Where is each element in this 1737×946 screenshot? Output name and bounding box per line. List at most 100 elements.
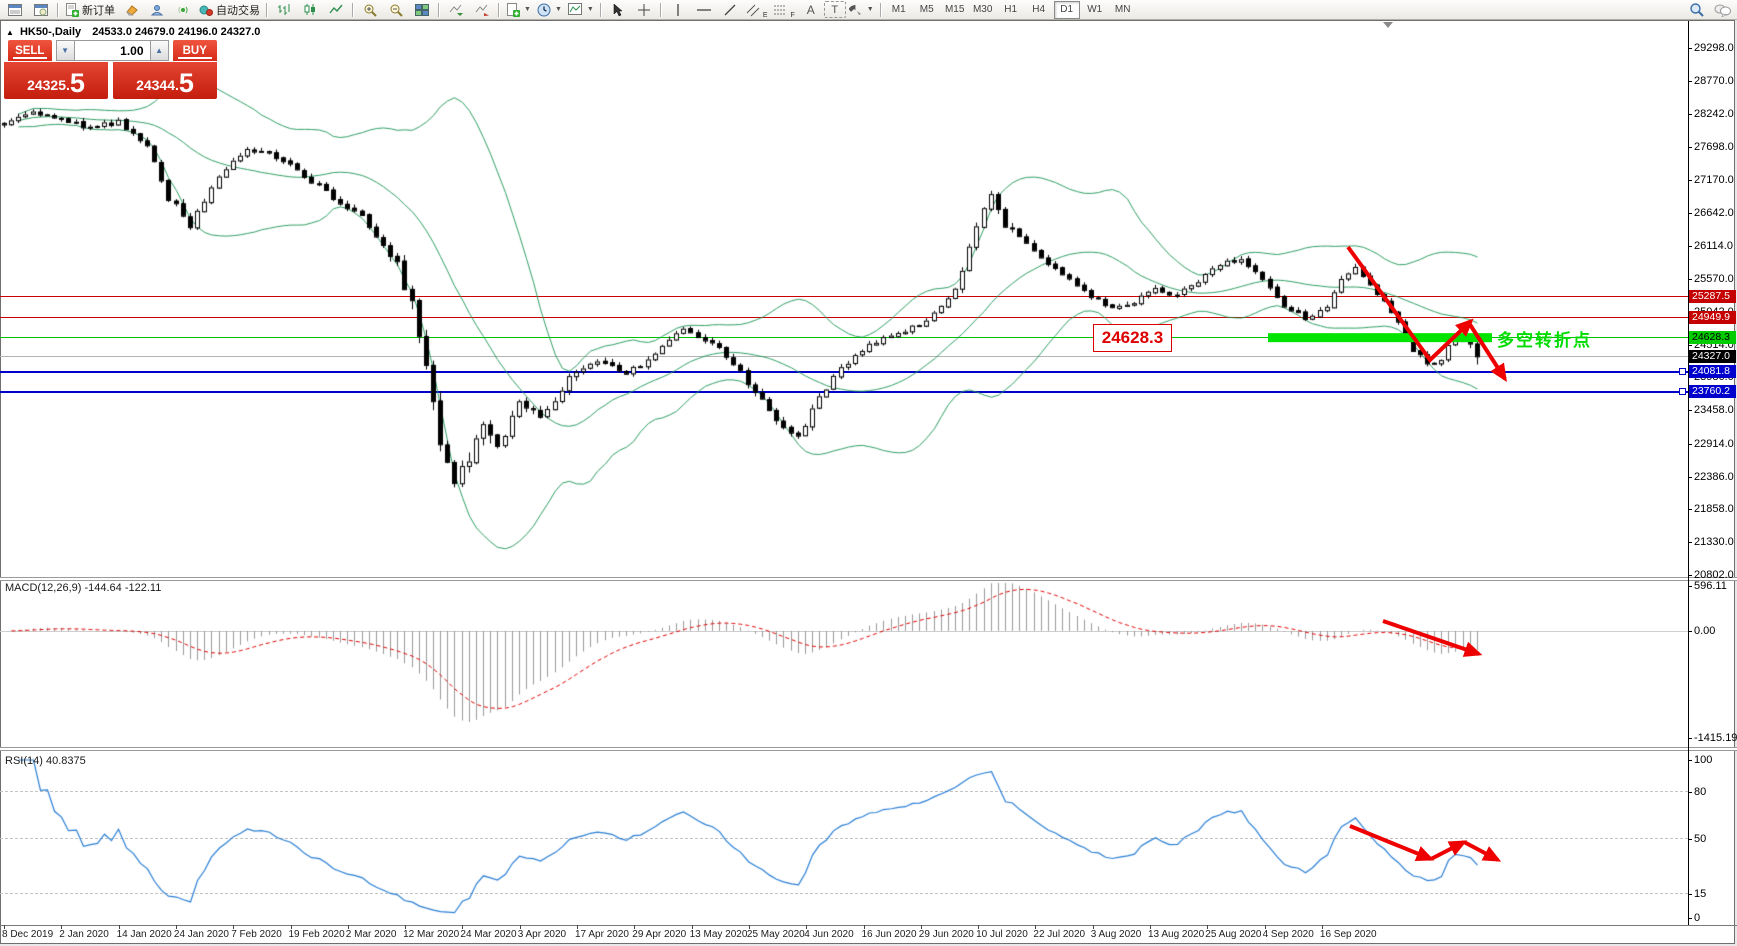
dropdown-caret-icon: ▼ [554, 6, 562, 13]
sell-price-panel[interactable]: 24325. 5 [4, 62, 108, 99]
date-label: 17 Apr 2020 [575, 929, 629, 940]
zoom-in-icon[interactable] [357, 0, 383, 20]
rsi-indicator-label: RSI(14) 40.8375 [5, 755, 86, 767]
chart-shift-marker[interactable] [1383, 22, 1393, 28]
timeframe-button-d1[interactable]: D1 [1053, 0, 1080, 19]
arrows-tool-icon[interactable]: ▼ [846, 0, 877, 20]
bar-chart-mode-icon[interactable] [271, 0, 297, 20]
chart-title-ohlc: 24533.0 24679.0 24196.0 24327.0 [92, 26, 261, 38]
volume-stepper: ▼ ▲ [55, 40, 169, 61]
price-tag-23760.2: 23760.2 [1689, 385, 1736, 398]
rsi-axis-tickmark [1688, 918, 1692, 919]
auto-scroll-icon[interactable] [443, 0, 469, 20]
periods-menu-button[interactable]: ▼ [534, 0, 565, 20]
price-callout-box[interactable]: 24628.3 [1093, 324, 1172, 352]
timeframe-button-m30[interactable]: M30 [972, 4, 993, 15]
cursor-tool-icon[interactable] [605, 0, 631, 20]
timeframe-button-h1[interactable]: H1 [1004, 4, 1018, 15]
eraser-icon[interactable] [118, 0, 144, 20]
charts-profile-icon[interactable] [2, 0, 28, 20]
trendline-tool-icon[interactable] [717, 0, 743, 20]
date-tickmark [290, 925, 292, 929]
date-label: 16 Sep 2020 [1319, 929, 1377, 940]
price-axis-tick: 25570.0 [1694, 273, 1734, 286]
macd-axis-tick: 596.11 [1694, 579, 1727, 592]
timeframe-button-w1[interactable]: W1 [1087, 4, 1103, 15]
panel-splitter-rsi[interactable] [0, 747, 1737, 751]
timeframe-group: M1 M5 M15 M30 H1 H4 D1 W1 MN [885, 0, 1137, 19]
chart-shift-icon[interactable] [469, 0, 495, 20]
candlestick-mode-icon[interactable] [297, 0, 323, 20]
timeframe-button-m15[interactable]: M15 [944, 4, 965, 15]
channel-tool-icon[interactable]: E [743, 0, 771, 20]
publisher-icon[interactable] [144, 0, 170, 20]
panel-splitter-macd[interactable] [0, 577, 1737, 581]
templates-menu-button[interactable]: ▼ [565, 0, 597, 20]
macd-axis-tickmark [1688, 585, 1692, 587]
rsi-axis-tickmark [1688, 839, 1692, 840]
date-tickmark [806, 925, 808, 929]
level-line-handle[interactable] [1679, 388, 1686, 395]
price-tag-25287.5: 25287.5 [1689, 290, 1736, 304]
date-tickmark [1264, 925, 1266, 929]
auto-trading-button[interactable]: 自动交易 [196, 0, 263, 20]
chat-icon[interactable] [1709, 0, 1735, 20]
volume-input[interactable] [74, 40, 150, 61]
sell-button[interactable]: SELL [8, 40, 52, 61]
volume-increase-button[interactable]: ▲ [149, 40, 169, 61]
price-axis-tickmark [1688, 410, 1692, 412]
zoom-out-icon[interactable] [383, 0, 409, 20]
rsi-axis-tick: 0 [1694, 912, 1701, 924]
fibonacci-tool-icon[interactable]: F [770, 0, 797, 20]
price-tag-24081.8: 24081.8 [1689, 365, 1736, 379]
timeframe-button-m1[interactable]: M1 [891, 4, 906, 15]
tile-windows-icon[interactable] [409, 0, 435, 20]
date-label: 3 Apr 2020 [517, 929, 567, 940]
vertical-line-tool-icon[interactable] [665, 0, 691, 20]
buy-button[interactable]: BUY [172, 40, 217, 61]
date-tickmark [405, 925, 407, 929]
price-axis-tick: 28770.0 [1694, 74, 1734, 87]
crosshair-tool-icon[interactable] [631, 0, 657, 20]
toolbar-separator [599, 2, 602, 17]
indicators-menu-button[interactable]: ▼ [503, 0, 534, 20]
new-order-button[interactable]: 新订单 [62, 0, 118, 20]
toolbar-separator [498, 2, 500, 17]
text-label-tool-icon[interactable]: T [823, 1, 846, 18]
rsi-axis-tick: 80 [1694, 785, 1707, 798]
text-tool-icon[interactable]: A [806, 2, 815, 17]
timeframe-button-h4[interactable]: H4 [1032, 4, 1046, 15]
date-label: 13 Aug 2020 [1148, 929, 1205, 940]
price-axis-tickmark [1688, 80, 1692, 82]
macd-indicator-label: MACD(12,26,9) -144.64 -122.11 [5, 582, 162, 594]
search-icon[interactable] [1683, 0, 1709, 20]
price-axis-tick: 22914.0 [1694, 437, 1734, 450]
timeframe-button-m5[interactable]: M5 [919, 4, 934, 15]
turning-point-label[interactable]: 多空转折点 [1497, 331, 1592, 350]
price-axis-tickmark [1688, 344, 1692, 346]
price-axis-tickmark [1688, 179, 1692, 181]
buy-price-panel[interactable]: 24344. 5 [113, 62, 217, 99]
timeframe-button-mn[interactable]: MN [1114, 4, 1131, 15]
level-line-handle[interactable] [1679, 368, 1686, 376]
date-label: 13 May 2020 [689, 929, 748, 940]
horizontal-line-tool-icon[interactable] [691, 0, 717, 20]
date-tickmark [634, 925, 636, 929]
volume-decrease-button[interactable]: ▼ [55, 40, 75, 61]
collapse-triangle-icon[interactable]: ▲ [6, 28, 14, 37]
toolbar-separator [266, 2, 268, 17]
market-watch-icon[interactable] [28, 0, 54, 20]
signals-icon[interactable] [170, 0, 196, 20]
date-label: 4 Jun 2020 [804, 929, 854, 940]
date-label: 22 Jul 2020 [1033, 929, 1086, 940]
rsi-axis-tick: 15 [1694, 888, 1707, 901]
toolbar-separator [438, 2, 440, 17]
date-tickmark [691, 925, 693, 929]
channel-tool-label: E [762, 11, 768, 19]
buy-price-main: 24344 [136, 77, 175, 93]
rsi-axis-tickmark [1688, 760, 1692, 761]
line-chart-mode-icon[interactable] [323, 0, 349, 20]
price-axis-tickmark [1688, 279, 1692, 281]
date-label: 3 Aug 2020 [1090, 929, 1142, 940]
